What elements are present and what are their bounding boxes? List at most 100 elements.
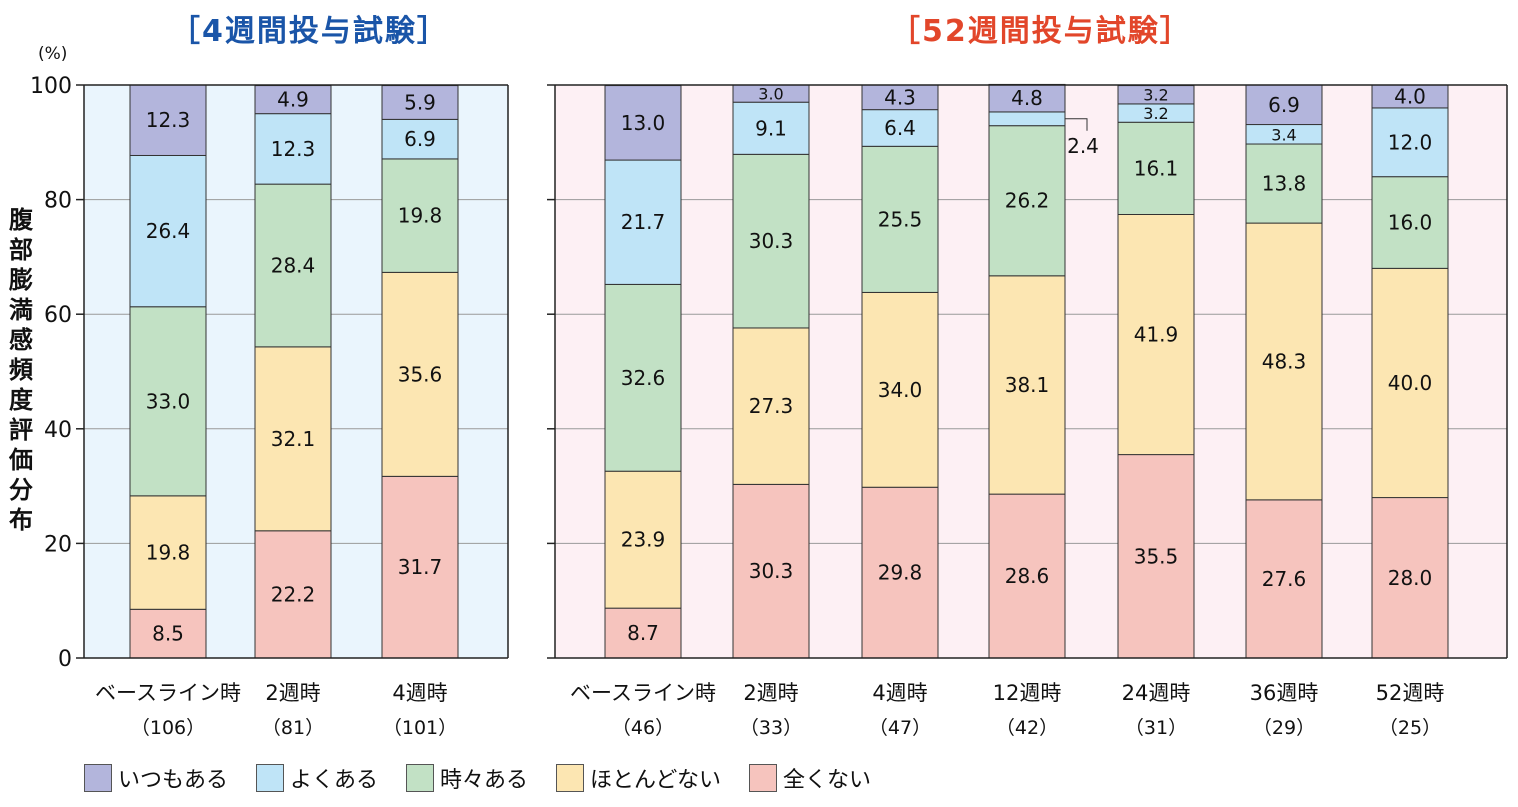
legend-item: ほとんどない: [556, 762, 721, 794]
bar-segment: [732, 483, 810, 659]
bar-segment: [254, 85, 332, 115]
bar-value-label: 8.7: [627, 621, 659, 645]
bar-value-label: 21.7: [621, 210, 666, 234]
legend-item: いつもある: [84, 762, 228, 794]
bar-value-label: 13.0: [621, 111, 666, 135]
bar-value-label: 2.4: [1067, 134, 1099, 158]
legend-swatch-often: [256, 764, 285, 792]
bar-segment: [1371, 267, 1449, 499]
x-tick-label: 52週時: [1376, 681, 1445, 705]
legend-label: よくある: [290, 768, 379, 793]
bar-segment: [604, 159, 682, 285]
bar-value-label: 3.2: [1143, 104, 1168, 123]
bar-segment: [129, 154, 207, 308]
right-panel-title: ［52週間投与試験］: [890, 14, 1192, 49]
bar-value-label: 23.9: [621, 528, 666, 552]
bar-value-label: 16.0: [1388, 211, 1433, 235]
legend-swatch-sometimes: [406, 764, 435, 792]
legend-label: いつもある: [118, 768, 229, 793]
bar-segment: [1245, 222, 1323, 501]
x-tick-label: 12週時: [993, 681, 1062, 705]
legend-label: 時々ある: [440, 768, 529, 793]
bar-value-label: 30.3: [749, 559, 794, 583]
legend-swatch-always: [84, 764, 112, 792]
x-tick-label: 2週時: [265, 681, 320, 705]
bar-value-label: 26.2: [1005, 189, 1050, 213]
sample-size-label: （33）: [740, 717, 802, 739]
bar-segment: [129, 495, 207, 610]
bar-value-label: 6.9: [404, 127, 436, 151]
y-tick-label: 100: [30, 74, 72, 99]
bar-segment: [988, 125, 1066, 277]
bar-segment: [1245, 84, 1323, 126]
sample-size-label: （101）: [383, 717, 457, 739]
bar-value-label: 12.3: [146, 108, 191, 132]
sample-size-label: （31）: [1125, 717, 1187, 739]
bar-value-label: 27.3: [749, 394, 794, 418]
bar-segment: [254, 530, 332, 659]
bar-segment: [254, 113, 332, 185]
legend-item: 時々ある: [406, 762, 528, 794]
bar-segment: [254, 346, 332, 532]
bar-value-label: 22.2: [271, 582, 316, 606]
sample-size-label: （106）: [131, 717, 205, 739]
bar-value-label: 5.9: [404, 90, 436, 114]
bar-segment: [732, 327, 810, 485]
bar-value-label: 34.0: [878, 378, 923, 402]
bar-segment: [381, 118, 459, 160]
bar-segment: [861, 145, 939, 293]
bar-value-label: 32.6: [621, 366, 666, 390]
x-tick-label: 2週時: [743, 681, 798, 705]
legend-item: 全くない: [748, 762, 871, 794]
bar-value-label: 8.5: [152, 622, 184, 646]
bar-value-label: 30.3: [749, 229, 794, 253]
bar-value-label: 9.1: [755, 116, 787, 140]
unit-label: (%): [38, 44, 68, 64]
bar-segment: [254, 183, 332, 348]
bar-segment: [381, 158, 459, 273]
bar-segment: [861, 291, 939, 488]
bar-segment: [129, 84, 207, 156]
bar-value-label: 27.6: [1262, 567, 1307, 591]
x-tick-label: 4週時: [392, 681, 447, 705]
legend-swatch-never: [748, 764, 777, 792]
bar-value-label: 13.8: [1262, 172, 1307, 196]
bar-value-label: 28.4: [271, 253, 316, 277]
y-tick-label: 20: [44, 532, 72, 557]
sample-size-label: （29）: [1253, 717, 1315, 739]
bar-value-label: 31.7: [398, 555, 443, 579]
bar-value-label: 33.0: [146, 389, 191, 413]
x-tick-label: 36週時: [1250, 681, 1319, 705]
bar-value-label: 3.0: [758, 85, 783, 104]
bar-value-label: 12.0: [1388, 130, 1433, 154]
left-panel-title: ［4週間投与試験］: [170, 14, 449, 49]
bar-segment: [1117, 121, 1195, 215]
legend-label: ほとんどない: [590, 768, 721, 793]
bar-value-label: 38.1: [1005, 373, 1050, 397]
bar-value-label: 4.0: [1394, 84, 1426, 108]
bar-segment: [988, 111, 1066, 127]
bar-value-label: 48.3: [1262, 349, 1307, 373]
bar-segment: [604, 85, 682, 161]
sample-size-label: （42）: [996, 717, 1058, 739]
bar-segment: [381, 271, 459, 477]
bar-value-label: 41.9: [1134, 323, 1179, 347]
x-tick-label: ベースライン時: [570, 681, 716, 705]
sample-size-label: （81）: [262, 717, 324, 739]
y-tick-label: 60: [44, 303, 72, 328]
bar-value-label: 26.4: [146, 219, 191, 243]
bar-value-label: 19.8: [146, 541, 191, 565]
bar-value-label: 4.3: [884, 85, 916, 109]
legend-swatch-rarely: [556, 764, 585, 792]
bar-value-label: 32.1: [271, 427, 316, 451]
bar-segment: [861, 84, 939, 111]
bar-value-label: 4.9: [277, 88, 309, 112]
sample-size-label: （25）: [1379, 717, 1441, 739]
legend-item: よくある: [256, 762, 378, 794]
bar-segment: [988, 83, 1066, 113]
bar-segment: [732, 101, 810, 155]
bar-value-label: 40.0: [1388, 371, 1433, 395]
bar-value-label: 28.6: [1005, 564, 1050, 588]
bar-value-label: 3.2: [1143, 86, 1168, 105]
